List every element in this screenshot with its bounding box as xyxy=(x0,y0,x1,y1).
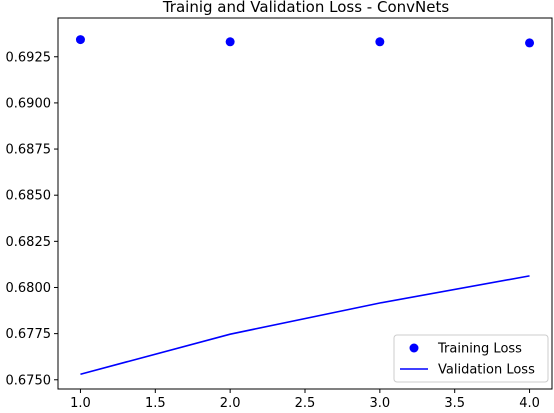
legend-label: Training Loss xyxy=(437,342,522,357)
legend-label: Validation Loss xyxy=(438,363,535,378)
legend: Training Loss Validation Loss xyxy=(393,334,549,383)
x-tick-label: 1.0 xyxy=(70,396,91,411)
y-tick-label: 0.6925 xyxy=(6,50,52,65)
axes-frame xyxy=(57,17,553,390)
x-tick-label: 2.5 xyxy=(295,396,316,411)
y-tick-label: 0.6750 xyxy=(6,373,52,388)
y-tick-label: 0.6850 xyxy=(6,189,52,204)
y-tick-label: 0.6825 xyxy=(6,235,52,250)
chart-title: Trainig and Validation Loss - ConvNets xyxy=(162,0,449,16)
y-tick-label: 0.6775 xyxy=(6,327,52,342)
y-tick-label: 0.6800 xyxy=(6,281,52,296)
training-loss-point xyxy=(375,37,385,47)
x-tick-label: 4.0 xyxy=(519,396,540,411)
training-loss-point xyxy=(225,37,235,47)
training-loss-point xyxy=(525,38,535,48)
training-loss-point xyxy=(75,35,85,45)
legend-marker-swatch xyxy=(409,343,419,353)
x-tick-label: 3.5 xyxy=(444,396,465,411)
x-tick-label: 1.5 xyxy=(145,396,166,411)
y-tick-label: 0.6900 xyxy=(6,96,52,111)
x-tick-label: 3.0 xyxy=(370,396,391,411)
axes: 1.0 1.5 2.0 2.5 3.0 3.5 4.0 0.6750 0.6775 0.6800 0… xyxy=(6,17,553,411)
x-tick-label: 2.0 xyxy=(220,396,241,411)
legend-box xyxy=(393,334,549,383)
validation-loss-line xyxy=(80,275,530,376)
plot-area xyxy=(75,35,535,376)
y-tick-label: 0.6875 xyxy=(6,143,52,158)
